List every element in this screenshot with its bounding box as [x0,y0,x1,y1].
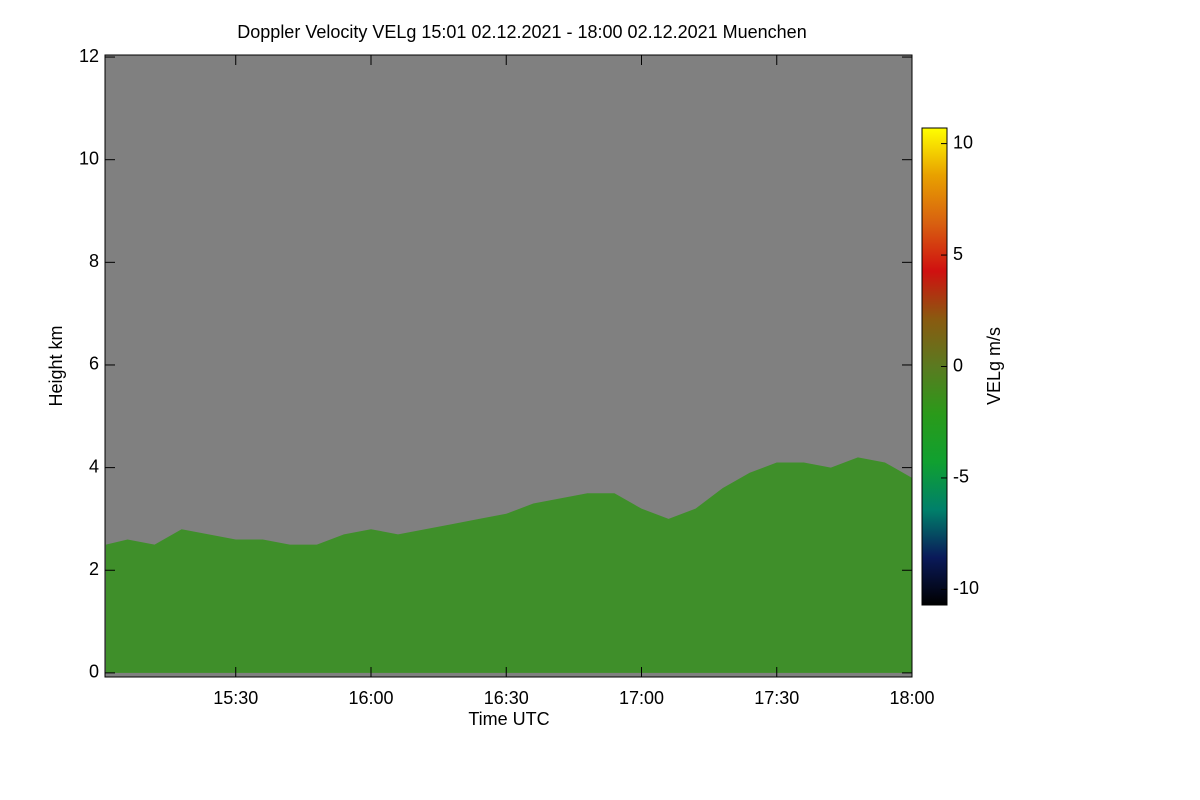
colorbar-tick-label: -5 [953,467,969,487]
colorbar-tick-label: -10 [953,578,979,598]
x-tick-label: 16:30 [484,688,529,708]
y-tick-label: 8 [89,251,99,271]
y-tick-label: 4 [89,456,99,476]
x-tick-label: 17:00 [619,688,664,708]
colorbar [921,127,948,606]
y-tick-label: 0 [89,662,99,682]
x-tick-label: 18:00 [889,688,934,708]
y-axis-label: Height km [46,325,66,406]
colorbar-tick-label: 10 [953,132,973,152]
y-tick-label: 10 [79,148,99,168]
x-axis-label: Time UTC [468,709,549,729]
x-tick-label: 17:30 [754,688,799,708]
colorbar-tick-label: 5 [953,244,963,264]
plot-frame [104,54,913,678]
echo-area [105,457,912,673]
colorbar-tick-label: 0 [953,355,963,375]
y-tick-label: 6 [89,354,99,374]
x-tick-label: 16:00 [348,688,393,708]
y-tick-label: 2 [89,559,99,579]
chart-title: Doppler Velocity VELg 15:01 02.12.2021 -… [237,22,806,42]
y-tick-label: 12 [79,46,99,66]
x-tick-label: 15:30 [213,688,258,708]
colorbar-label: VELg m/s [984,327,1004,405]
